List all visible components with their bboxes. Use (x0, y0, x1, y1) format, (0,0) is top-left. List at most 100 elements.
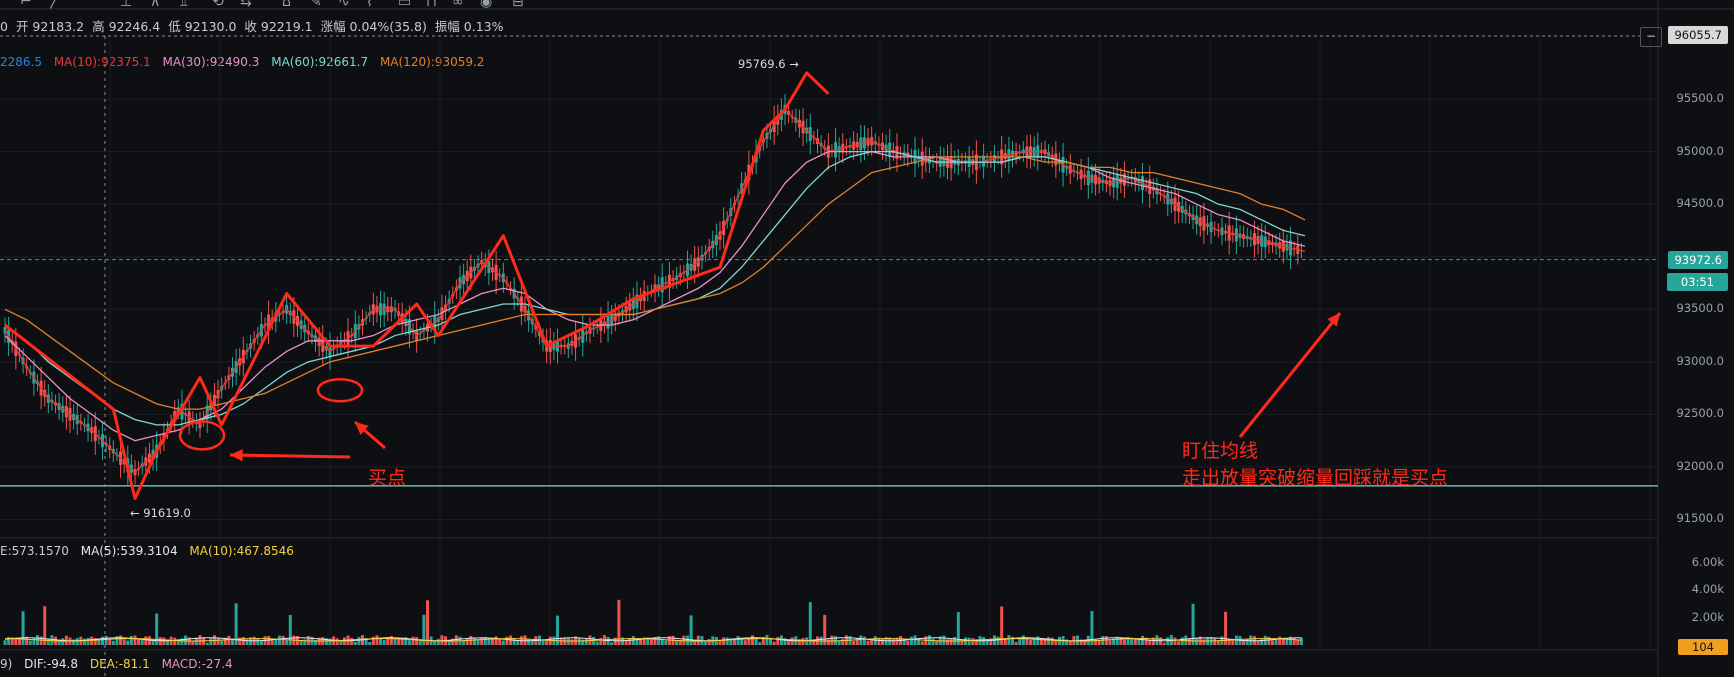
bookmark-icon[interactable]: ⌂ (282, 0, 291, 10)
volume-ma5: MA(5):539.3104 (80, 544, 178, 558)
eye-icon[interactable]: ◉ (480, 0, 493, 10)
wave-icon[interactable]: ∿ (338, 0, 350, 10)
volume-bar (1094, 639, 1098, 645)
volume-bar (1224, 611, 1228, 645)
volume-bar (314, 639, 318, 645)
volume-bar (516, 641, 520, 645)
volume-ma5-line (4, 637, 1302, 642)
volume-bar (1296, 639, 1300, 645)
volume-bar (1065, 639, 1069, 645)
volume-bar (472, 637, 476, 645)
volume-bar (1285, 638, 1289, 645)
volume-bar (985, 639, 989, 645)
volume-bar (902, 638, 906, 645)
volume-bar (21, 611, 25, 645)
volume-bar (288, 615, 292, 645)
buy-point-annotation: 买点 (368, 467, 407, 489)
volume-bar (689, 615, 693, 645)
price-axis-label: 94500.0 (1676, 196, 1724, 211)
volume-bar (285, 640, 289, 645)
volume-bar (1050, 637, 1054, 645)
volume-bar (50, 635, 54, 645)
volume-bar (805, 637, 809, 645)
volume-bar (1090, 611, 1094, 645)
volume-bar (371, 636, 375, 645)
volume-bar (935, 641, 939, 645)
buy-point-circle (178, 420, 226, 451)
lock-icon[interactable]: ⊓ (426, 0, 437, 10)
volume-bar (487, 638, 491, 645)
price-axis-label: 93000.0 (1676, 353, 1724, 368)
volume-bar (1278, 636, 1282, 645)
note-icon[interactable]: ▭ (398, 0, 412, 10)
volume-bar (491, 637, 494, 645)
volume-bar (776, 637, 780, 645)
volume-bar (592, 636, 596, 645)
line-tool-icon[interactable]: ╱ (50, 0, 59, 10)
buy-point-circle (316, 377, 364, 403)
volume-ma10: MA(10):467.8546 (189, 544, 294, 558)
volume-bar (379, 638, 383, 645)
low-value: 低 92130.0 (168, 19, 237, 34)
volume-bar (10, 637, 14, 645)
volume-bar (447, 641, 451, 645)
price-axis-label: 91500.0 (1676, 511, 1724, 526)
volume-bar (631, 636, 635, 645)
volume-bar (624, 640, 628, 645)
toolbar: ⌐ ╱ ⊥ ⊼ ⫫ ⟲ ⇆ ⌂ ✎ ∿ ⌇ ▭ ⊓ ∞ ◉ ⊟ (0, 0, 1734, 10)
volume-bar (238, 637, 242, 645)
volume-bar (732, 638, 736, 645)
price-axis-label: 92500.0 (1676, 406, 1724, 421)
volume-bar (769, 637, 773, 645)
volume-bar (220, 640, 224, 645)
volume-bar (1144, 637, 1148, 645)
volume-bar (653, 637, 657, 645)
volume-bar (1151, 637, 1155, 645)
volume-bar (1029, 639, 1033, 645)
volume-bar (480, 637, 484, 645)
arrow-to-future-head (1327, 313, 1340, 327)
volume-bar (140, 639, 144, 645)
pattern-icon[interactable]: ⫫ (180, 0, 188, 10)
volume-bar (974, 639, 978, 645)
volume-bar (1119, 637, 1123, 645)
macd-value: MACD:-27.4 (161, 657, 233, 671)
text-tool-icon[interactable]: ⊥ (120, 0, 133, 10)
link-icon[interactable]: ∞ (452, 0, 464, 10)
volume-bar (422, 614, 426, 645)
volume-bar (147, 636, 151, 645)
volume-bar (39, 636, 43, 645)
volume-bar (1079, 639, 1083, 645)
volume-bar (339, 639, 343, 645)
volume-bar (1133, 638, 1137, 645)
measure-icon[interactable]: ⊼ (150, 0, 161, 10)
compare-icon[interactable]: ⇆ (240, 0, 252, 10)
volume-bar (891, 639, 895, 645)
volume-bar (877, 637, 881, 645)
brush-icon[interactable]: ✎ (310, 0, 322, 10)
volume-bar (678, 640, 682, 645)
volume-bar (180, 638, 184, 645)
close-value: 收 92219.1 (244, 19, 313, 34)
volume-bar (115, 636, 119, 645)
indicator-icon[interactable]: ⌇ (366, 0, 373, 10)
volume-bar (353, 641, 357, 645)
volume-bar (205, 642, 209, 645)
volume-bar (111, 640, 115, 645)
volume-bar (855, 638, 859, 645)
volume-bar (527, 638, 531, 645)
volume-bar (216, 637, 220, 645)
trash-icon[interactable]: ⊟ (512, 0, 524, 10)
volume-bar (1115, 636, 1119, 645)
volume-bar (17, 639, 21, 645)
cursor-icon[interactable]: ⌐ (20, 0, 32, 10)
volume-bar (657, 636, 661, 645)
volume-bar (996, 636, 1000, 645)
rotate-icon[interactable]: ⟲ (212, 0, 224, 10)
volume-bar (451, 638, 455, 645)
collapse-button[interactable]: − (1640, 27, 1662, 47)
volume-bar (1242, 640, 1246, 645)
volume-bar (1256, 640, 1260, 645)
volume-bar (812, 640, 816, 645)
